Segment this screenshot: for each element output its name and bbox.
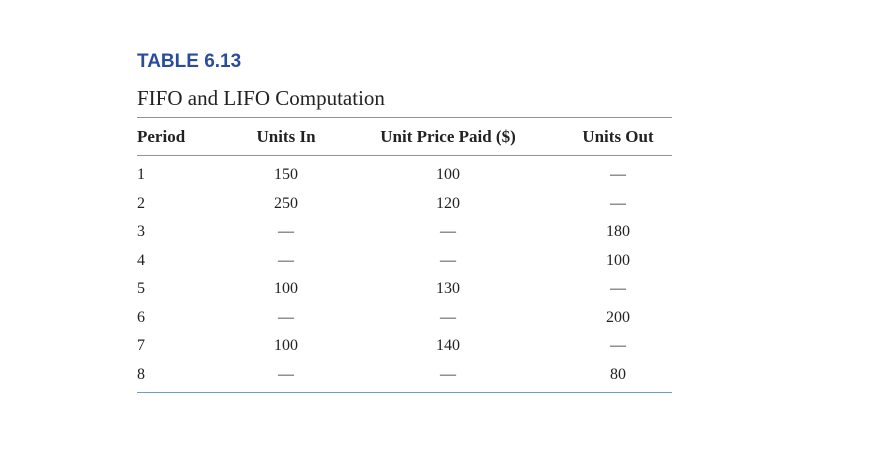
table-cell: 150 — [274, 166, 298, 183]
table-cell: — — [278, 223, 294, 240]
table-cell: 100 — [606, 251, 630, 269]
table-cell: 1 — [137, 166, 145, 183]
table-cell: — — [610, 194, 626, 212]
table-cell: 4 — [137, 251, 145, 269]
table-cell: — — [440, 251, 456, 269]
table-cell: — — [278, 251, 294, 269]
table-cell: — — [610, 337, 626, 354]
table-label: TABLE 6.13 — [137, 51, 242, 72]
column-header: Units Out — [582, 127, 654, 146]
table-cell: — — [610, 280, 626, 297]
table-cell: 8 — [137, 365, 145, 383]
column-header: Period — [137, 127, 186, 146]
table-cell: 80 — [610, 365, 626, 383]
table-cell: 140 — [436, 337, 460, 354]
table-cell: 130 — [436, 280, 460, 297]
rule — [137, 155, 672, 156]
table-cell: — — [440, 308, 456, 326]
column-header: Units In — [256, 127, 316, 146]
table-cell: 100 — [274, 337, 298, 354]
table-cell: 2 — [137, 194, 145, 212]
table-cell: 250 — [274, 194, 298, 212]
column-header: Unit Price Paid ($) — [380, 127, 516, 146]
table-cell: 7 — [137, 337, 145, 354]
table-cell: 120 — [436, 194, 460, 212]
table-title: FIFO and LIFO Computation — [137, 86, 385, 110]
table-cell: 5 — [137, 280, 145, 297]
table-cell: 100 — [274, 280, 298, 297]
table-cell: 200 — [606, 308, 630, 326]
table-cell: — — [610, 166, 626, 183]
rule — [137, 117, 672, 118]
table-cell: 6 — [137, 308, 145, 326]
table-cell: 100 — [436, 166, 460, 183]
rule — [137, 392, 672, 393]
table-cell: 180 — [606, 223, 630, 240]
table-cell: 3 — [137, 223, 145, 240]
table-cell: — — [440, 365, 456, 383]
table-cell: — — [440, 223, 456, 240]
table-cell: — — [278, 365, 294, 383]
table-cell: — — [278, 308, 294, 326]
